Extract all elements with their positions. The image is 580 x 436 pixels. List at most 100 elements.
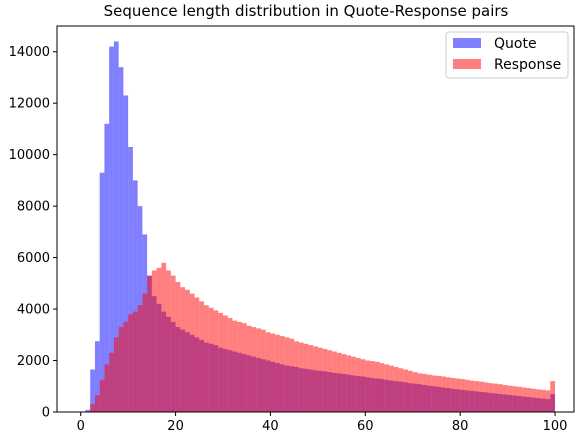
quote-bar [128,146,133,412]
quote-bar [90,369,95,412]
response-bar [237,321,242,412]
response-bar [332,351,337,412]
response-bar [204,305,209,412]
y-tick-label: 4000 [17,303,50,318]
response-bar [156,267,162,412]
response-bar [94,395,100,412]
response-bar [474,381,480,412]
response-bar [393,366,399,412]
response-bar [270,333,276,412]
quote-bar [99,172,105,412]
response-bar [426,374,432,412]
response-bar [422,373,427,412]
response-bar [360,359,366,412]
plot-frame [56,25,575,413]
response-bar [199,301,205,412]
legend-swatch-quote [453,38,481,48]
response-bar [450,378,456,412]
y-tick-label: 0 [42,406,50,421]
response-bar [303,343,309,412]
series-response [90,262,556,412]
response-bar [256,328,261,412]
response-bar [284,337,290,412]
response-bar [298,342,304,412]
response-bar [104,364,110,412]
response-bar [147,275,152,412]
response-bar [251,327,257,412]
response-bar [355,357,361,412]
response-bar [507,385,513,412]
response-bar [379,363,385,412]
response-bar [398,368,404,412]
response-bar [151,270,157,412]
response-bar [218,312,224,412]
response-bar [175,282,181,412]
response-bar [208,307,214,412]
response-bar [374,361,380,412]
y-axis: 0 2000 4000 6000 8000 10000 12000 14000 [9,45,57,421]
response-bar [403,369,408,412]
quote-bar [109,46,114,413]
response-bar [464,379,470,412]
x-tick-label: 100 [543,419,568,434]
response-bar [479,381,484,412]
response-bar [246,325,252,412]
response-bar [128,314,133,412]
response-bar [483,382,489,412]
response-bar [189,293,195,412]
response-bar [336,352,342,412]
response-bar [498,384,503,412]
quote-bar [85,409,91,412]
x-tick-label: 20 [167,419,184,434]
response-bar [317,347,323,412]
response-bar [227,318,233,412]
response-bar [322,348,328,412]
chart-title: Sequence length distribution in Quote-Re… [104,2,509,20]
x-axis: 0 20 40 60 80 100 [77,412,568,434]
response-bar [279,336,285,412]
y-tick-label: 8000 [17,200,50,215]
response-bar [275,334,280,412]
response-bar [90,404,95,412]
response-bar [308,345,314,412]
response-bar [180,287,186,412]
response-bar [384,364,390,412]
response-bar [540,389,546,412]
x-tick-label: 40 [262,419,279,434]
bars-layer [85,41,556,413]
response-bar [436,375,442,412]
y-tick-label: 12000 [9,97,50,112]
response-bar [223,315,228,412]
response-bar [109,352,114,412]
y-tick-label: 10000 [9,148,50,163]
response-bar [294,341,299,412]
response-bar [417,373,423,412]
legend-label-response: Response [494,57,561,73]
legend-swatch-response [453,59,481,69]
response-bar [412,372,418,412]
quote-bar [113,41,119,412]
quote-bar [104,123,110,412]
response-bar [460,379,465,412]
x-tick-label: 80 [452,419,469,434]
response-bar [185,289,190,412]
response-bar [545,390,551,412]
response-bar [370,361,375,412]
quote-bar [123,95,129,412]
y-tick-label: 6000 [17,251,50,266]
x-tick-label: 60 [357,419,374,434]
response-bar [365,360,371,412]
y-tick-label: 14000 [9,45,50,60]
response-bar [517,386,522,412]
response-bar [327,350,333,412]
response-bar [536,389,541,412]
legend-label-quote: Quote [494,36,537,52]
response-bar [441,376,446,412]
response-bar [241,323,247,412]
x-tick-label: 0 [77,419,85,434]
response-bar [445,377,451,412]
response-bar [289,338,295,412]
response-bar [346,355,352,412]
response-bar [123,321,129,412]
